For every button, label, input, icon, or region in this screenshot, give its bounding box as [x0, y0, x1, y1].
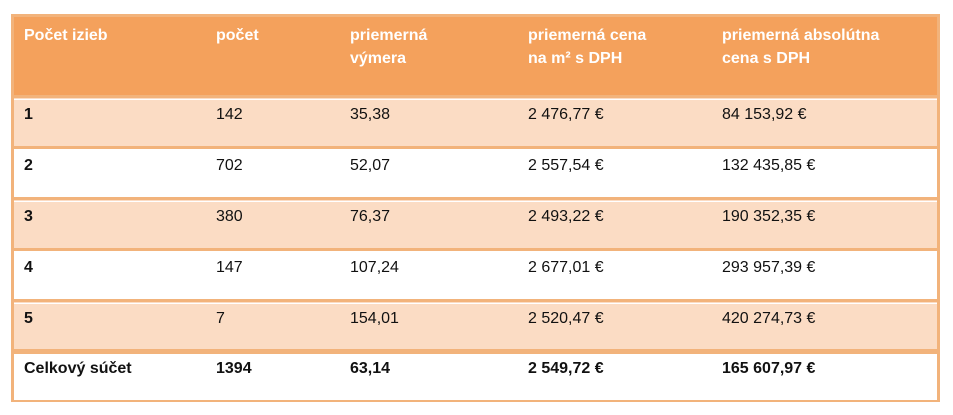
- cell-price-m2: 2 493,22 €: [528, 207, 604, 225]
- table-row: 1 142 35,38 2 476,77 € 84 153,92 €: [14, 96, 937, 147]
- header-count: počet: [216, 27, 259, 44]
- cell-rooms: 3: [24, 207, 33, 225]
- cell-rooms: 4: [24, 258, 33, 276]
- cell-price-total: 190 352,35 €: [722, 207, 816, 225]
- cell-area: 52,07: [350, 156, 391, 174]
- cell-area: 107,24: [350, 258, 399, 276]
- data-table-container: Počet izieb počet priemerná výmera prieme…: [11, 14, 940, 402]
- cell-count: 142: [216, 105, 243, 123]
- cell-count: 702: [216, 156, 243, 174]
- cell-area: 154,01: [350, 309, 399, 327]
- cell-price-total: 84 153,92 €: [722, 105, 807, 123]
- header-room-count: Počet izieb: [24, 27, 108, 44]
- cell-rooms: 2: [24, 156, 33, 174]
- cell-rooms: 5: [24, 309, 33, 327]
- table-total-row: Celkový súčet 1394 63,14 2 549,72 € 165 …: [14, 351, 937, 400]
- total-area: 63,14: [350, 359, 391, 377]
- cell-count: 147: [216, 258, 243, 276]
- total-price-m2: 2 549,72 €: [528, 359, 604, 377]
- cell-price-m2: 2 677,01 €: [528, 258, 604, 276]
- cell-price-total: 420 274,73 €: [722, 309, 816, 327]
- total-price-total: 165 607,97 €: [722, 359, 816, 377]
- table-header-row: Počet izieb počet priemerná výmera prieme…: [14, 17, 937, 96]
- cell-rooms: 1: [24, 105, 33, 123]
- header-average-absolute-price: priemerná absolútna cena s DPH: [722, 27, 880, 67]
- total-label: Celkový súčet: [24, 359, 132, 377]
- cell-price-total: 293 957,39 €: [722, 258, 816, 276]
- apartment-price-table: Počet izieb počet priemerná výmera prieme…: [14, 17, 937, 400]
- cell-price-total: 132 435,85 €: [722, 156, 816, 174]
- table-row: 2 702 52,07 2 557,54 € 132 435,85 €: [14, 147, 937, 198]
- table-row: 4 147 107,24 2 677,01 € 293 957,39 €: [14, 249, 937, 300]
- cell-count: 7: [216, 309, 225, 327]
- cell-area: 76,37: [350, 207, 391, 225]
- cell-price-m2: 2 557,54 €: [528, 156, 604, 174]
- header-average-price-per-m2: priemerná cena na m² s DPH: [528, 27, 647, 67]
- cell-count: 380: [216, 207, 243, 225]
- total-count: 1394: [216, 359, 252, 377]
- cell-area: 35,38: [350, 105, 391, 123]
- cell-price-m2: 2 476,77 €: [528, 105, 604, 123]
- table-row: 5 7 154,01 2 520,47 € 420 274,73 €: [14, 300, 937, 351]
- table-row: 3 380 76,37 2 493,22 € 190 352,35 €: [14, 198, 937, 249]
- cell-price-m2: 2 520,47 €: [528, 309, 604, 327]
- header-average-area: priemerná výmera: [350, 27, 428, 67]
